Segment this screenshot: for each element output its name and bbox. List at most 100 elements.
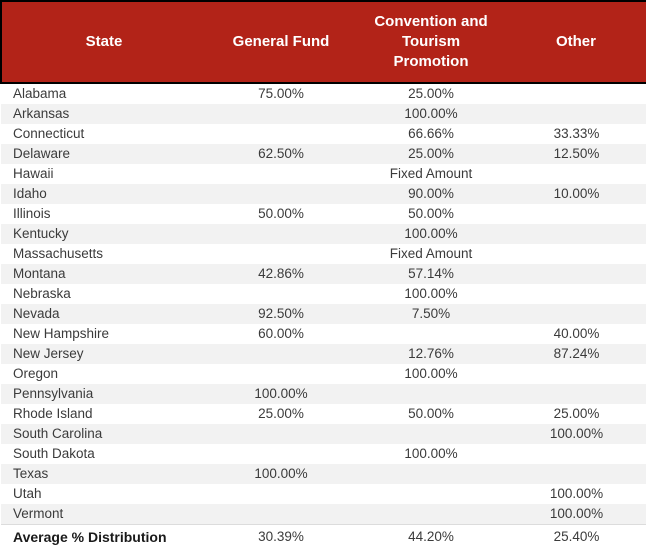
general-fund-cell: 60.00%	[258, 326, 304, 341]
convention-cell	[356, 424, 506, 444]
convention-cell: 66.66%	[408, 126, 454, 141]
convention-cell: 100.00%	[356, 224, 506, 244]
general-fund-cell	[206, 164, 356, 184]
general-fund-cell: 25.00%	[258, 406, 304, 421]
state-cell: South Dakota	[13, 446, 95, 461]
convention-cell	[356, 464, 506, 484]
convention-cell: 12.76%	[356, 344, 506, 364]
state-cell: Nevada	[1, 304, 206, 324]
convention-cell: Fixed Amount	[389, 166, 473, 181]
other-cell: 10.00%	[506, 184, 646, 204]
state-cell: Oregon	[13, 366, 59, 381]
other-cell	[506, 224, 646, 244]
general-fund-cell: 100.00%	[206, 464, 356, 484]
other-cell	[506, 304, 646, 324]
other-cell	[506, 464, 646, 484]
other-cell: 100.00%	[506, 504, 646, 525]
general-fund-cell: 50.00%	[258, 206, 304, 221]
table-row: South Dakota 100.00%	[1, 444, 646, 464]
table-body: Alabama 75.00% 25.00% Arkansas 100.00% Connec…	[1, 83, 646, 525]
convention-cell: 90.00%	[356, 184, 506, 204]
state-cell: Pennsylvania	[1, 384, 206, 404]
average-convention: 44.20%	[356, 524, 506, 549]
table-row: Kentucky 100.00%	[1, 224, 646, 244]
other-cell: 100.00%	[506, 424, 646, 444]
state-cell: Alabama	[13, 86, 67, 101]
convention-cell: 25.00%	[356, 144, 506, 164]
other-cell: 33.33%	[553, 126, 600, 141]
header-row: State General Fund Convention and Touris…	[0, 0, 646, 84]
state-cell: Kentucky	[1, 224, 206, 244]
convention-cell: 100.00%	[356, 104, 506, 124]
other-cell: 100.00%	[549, 486, 604, 501]
convention-cell: 7.50%	[356, 304, 506, 324]
table-row: Montana 42.86% 57.14%	[1, 264, 646, 284]
other-cell: 25.00%	[553, 406, 600, 421]
other-cell	[506, 164, 646, 184]
state-cell: Delaware	[1, 144, 206, 164]
general-fund-cell	[206, 364, 356, 384]
table-footer: Average % Distribution 30.39% 44.20% 25.…	[1, 524, 646, 549]
other-cell	[506, 104, 646, 124]
table-row: Vermont 100.00%	[1, 504, 646, 525]
table-row: Oregon 100.00%	[1, 364, 646, 384]
state-cell: Hawaii	[13, 166, 54, 181]
table-row: Nebraska 100.00%	[1, 284, 646, 304]
general-fund-cell: 42.86%	[206, 264, 356, 284]
table-row: South Carolina 100.00%	[1, 424, 646, 444]
state-cell: Massachusetts	[13, 246, 104, 261]
convention-cell	[356, 484, 506, 504]
table-row: Illinois 50.00% 50.00%	[1, 204, 646, 224]
other-cell	[506, 244, 646, 264]
average-other: 25.40%	[506, 524, 646, 549]
general-fund-cell	[206, 284, 356, 304]
convention-cell: Fixed Amount	[389, 246, 473, 261]
header-state: State	[0, 0, 206, 84]
convention-cell: 100.00%	[404, 366, 458, 381]
state-cell: Utah	[13, 486, 42, 501]
state-cell: South Carolina	[1, 424, 206, 444]
other-cell	[506, 204, 646, 224]
table-row: Hawaii Fixed Amount	[1, 164, 646, 184]
other-cell: 87.24%	[506, 344, 646, 364]
convention-cell	[356, 324, 506, 344]
average-general-fund: 30.39%	[206, 524, 356, 549]
table-row: Pennsylvania 100.00%	[1, 384, 646, 404]
state-cell: Idaho	[1, 184, 206, 204]
table-row: Rhode Island 25.00% 50.00% 25.00%	[1, 404, 646, 424]
convention-cell: 100.00%	[404, 446, 458, 461]
other-cell	[506, 384, 646, 404]
general-fund-cell: 100.00%	[206, 384, 356, 404]
general-fund-cell	[206, 504, 356, 525]
general-fund-cell: 92.50%	[206, 304, 356, 324]
header-convention-tourism-promotion: Convention and Tourism Promotion	[356, 0, 506, 84]
convention-cell: 100.00%	[404, 286, 458, 301]
general-fund-cell	[206, 104, 356, 124]
other-cell	[506, 444, 646, 464]
table-row: Utah 100.00%	[1, 484, 646, 504]
general-fund-cell	[206, 184, 356, 204]
table-row: New Hampshire 60.00% 40.00%	[1, 324, 646, 344]
general-fund-cell	[206, 424, 356, 444]
average-label: Average % Distribution	[1, 524, 206, 549]
general-fund-cell	[206, 344, 356, 364]
other-cell	[506, 284, 646, 304]
state-cell: New Hampshire	[13, 326, 110, 341]
state-cell: Vermont	[1, 504, 206, 525]
average-row: Average % Distribution 30.39% 44.20% 25.…	[1, 524, 646, 549]
header-general-fund: General Fund	[206, 0, 356, 84]
table-row: Arkansas 100.00%	[1, 104, 646, 124]
general-fund-cell	[206, 444, 356, 464]
general-fund-cell	[206, 224, 356, 244]
other-cell: 12.50%	[506, 144, 646, 164]
convention-cell	[356, 504, 506, 525]
other-cell: 40.00%	[553, 326, 600, 341]
table-row: Idaho 90.00% 10.00%	[1, 184, 646, 204]
general-fund-cell	[206, 484, 356, 504]
table-row: New Jersey 12.76% 87.24%	[1, 344, 646, 364]
table-row: Massachusetts Fixed Amount	[1, 244, 646, 264]
other-cell	[506, 364, 646, 384]
state-cell: Connecticut	[13, 126, 85, 141]
